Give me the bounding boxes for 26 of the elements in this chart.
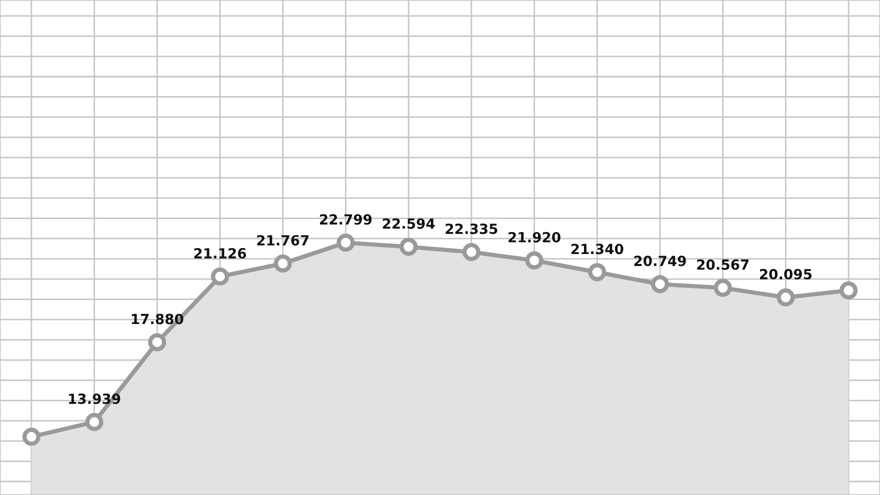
- data-label: 20.749: [634, 256, 686, 266]
- point: [210, 267, 230, 286]
- data-label: 13.939: [69, 394, 120, 404]
- data-label: 21.126: [194, 248, 246, 259]
- point: [840, 281, 858, 300]
- data-label: 22.799: [320, 214, 372, 225]
- point: [462, 243, 480, 262]
- point: [776, 288, 795, 306]
- data-label: 22.335: [446, 224, 498, 234]
- point: [588, 263, 606, 282]
- point: [525, 251, 544, 270]
- point: [650, 275, 670, 294]
- data-label: 21.920: [508, 232, 560, 242]
- point: [148, 333, 166, 352]
- point: [85, 412, 104, 432]
- data-label: 21.767: [257, 235, 309, 246]
- data-label: 20.567: [697, 259, 749, 270]
- data-label: 20.095: [760, 268, 812, 280]
- data-label: 22.594: [382, 218, 435, 229]
- point: [274, 254, 292, 273]
- data-label: 17.880: [132, 314, 184, 324]
- data-label: 21.340: [571, 244, 624, 254]
- point: [400, 238, 418, 256]
- point: [336, 234, 355, 252]
- point: [22, 428, 40, 446]
- point: [714, 278, 732, 297]
